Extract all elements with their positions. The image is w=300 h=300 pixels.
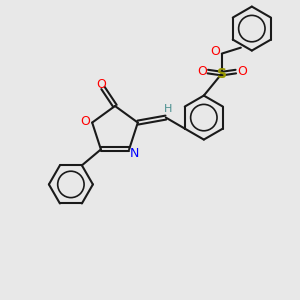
- Text: O: O: [237, 65, 247, 78]
- Text: O: O: [197, 65, 207, 78]
- Text: O: O: [96, 77, 106, 91]
- Text: N: N: [129, 147, 139, 160]
- Text: S: S: [217, 67, 227, 81]
- Text: O: O: [210, 45, 220, 58]
- Text: H: H: [164, 103, 172, 114]
- Text: O: O: [80, 115, 90, 128]
